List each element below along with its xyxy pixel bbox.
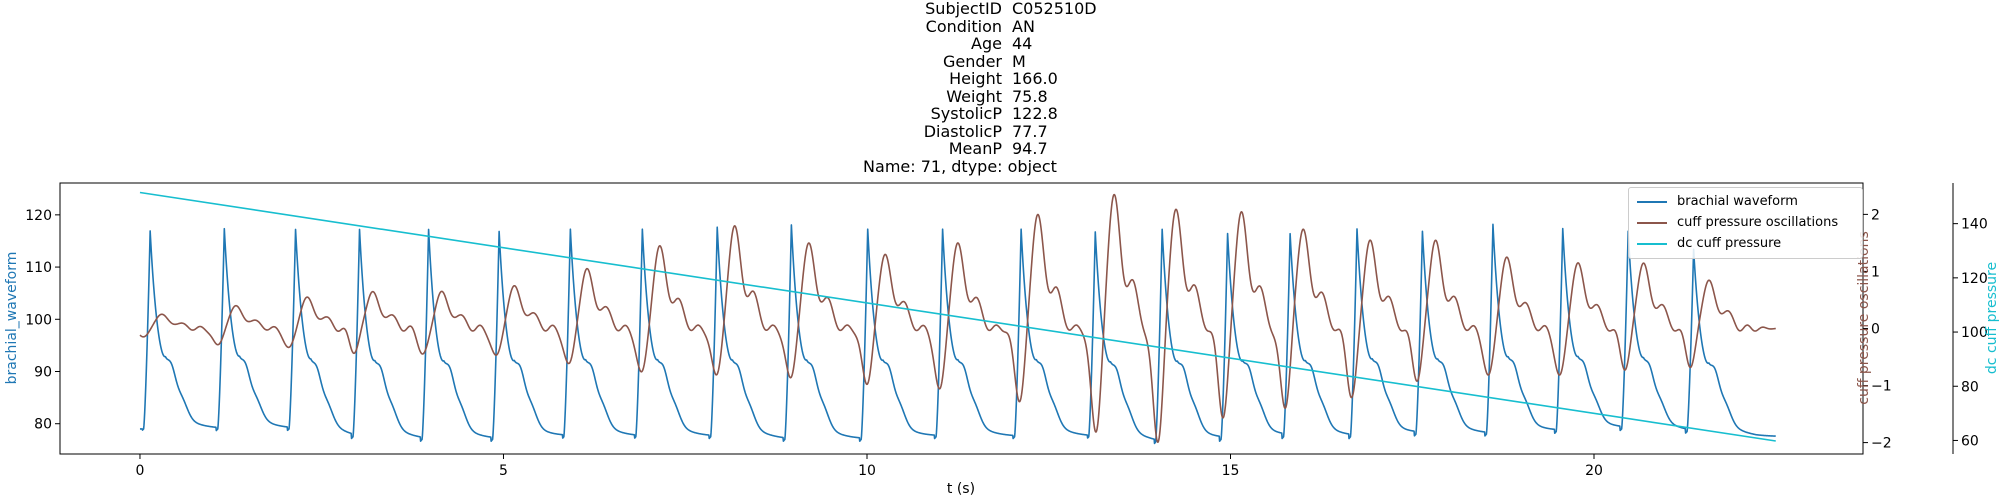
title-row-value: C052510D xyxy=(1012,0,1097,18)
title-row-key: SubjectID xyxy=(925,0,1002,18)
right1-y-tick-label: 2 xyxy=(1871,207,1880,223)
chart-legend: brachial waveform cuff pressure oscillat… xyxy=(1628,187,1863,259)
right2-y-tick-label: 140 xyxy=(1961,217,1988,233)
title-row-key: DiastolicP xyxy=(923,121,1002,141)
title-row-key: Age xyxy=(971,34,1002,53)
title-row: SubjectID C052510D xyxy=(760,0,1160,18)
title-row-value: AN xyxy=(1012,16,1035,36)
title-row-value: 77.7 xyxy=(1012,121,1048,141)
title-footer: Name: 71, dtype: object xyxy=(863,157,1057,176)
x-tick-label: 5 xyxy=(499,463,508,479)
title-row-value: 94.7 xyxy=(1012,139,1048,158)
left-y-tick-label: 100 xyxy=(25,312,52,328)
title-row: Condition AN xyxy=(760,16,1160,36)
axis-ticks: 0 5 10 15 20 80 90 100 110 120 −2 −1 0 1 2 60 80 100 120 14… xyxy=(25,207,1987,479)
title-row-value: 44 xyxy=(1012,34,1033,53)
title-row-value: 166.0 xyxy=(1012,69,1058,88)
right1-y-tick-label: −2 xyxy=(1871,436,1892,452)
title-row: SystolicP 122.8 xyxy=(760,105,1160,123)
title-row-key: Height xyxy=(949,69,1002,88)
plot-lines xyxy=(139,191,1777,445)
legend-label-dc-cuff: dc cuff pressure xyxy=(1677,236,1782,251)
left-y-tick-label: 120 xyxy=(25,208,52,224)
right2-y-tick-label: 80 xyxy=(1961,379,1979,395)
left-y-tick-label: 110 xyxy=(25,260,52,276)
title-row-key: Gender xyxy=(943,51,1002,71)
title-row-key: MeanP xyxy=(948,139,1002,158)
title-row-key: Condition xyxy=(925,16,1002,36)
plot-frame xyxy=(59,182,1864,455)
title-row: Height 166.0 xyxy=(760,70,1160,88)
title-row-key: Weight xyxy=(946,86,1002,106)
right2-y-tick-label: 100 xyxy=(1961,325,1988,341)
left-y-tick-label: 80 xyxy=(34,417,52,433)
right2-axis-label: dc cuff pressure xyxy=(1984,262,2000,374)
right2-y-tick-label: 60 xyxy=(1961,433,1979,449)
title-row: MeanP 94.7 xyxy=(760,140,1160,158)
title-row-value: 122.8 xyxy=(1012,104,1058,123)
left-axis-label: brachial_waveform xyxy=(4,252,20,385)
legend-swatch-brachial xyxy=(1637,201,1667,203)
series-line-dc-cuff-pressure xyxy=(139,191,1776,442)
right1-y-tick-label: 0 xyxy=(1871,321,1880,337)
right2-y-tick-label: 120 xyxy=(1961,271,1988,287)
legend-label-brachial: brachial waveform xyxy=(1677,194,1798,209)
left-y-tick-label: 90 xyxy=(34,364,52,380)
legend-swatch-dc-cuff xyxy=(1637,243,1667,245)
right1-y-tick-label: 1 xyxy=(1871,264,1880,280)
legend-label-cuff-oscillations: cuff pressure oscillations xyxy=(1677,215,1839,230)
chart-title-block: SubjectID C052510D Condition AN Age 44 Gender M… xyxy=(760,0,1160,180)
title-row: Age 44 xyxy=(760,35,1160,53)
title-row: DiastolicP 77.7 xyxy=(760,121,1160,141)
series-line-cuff-oscillations xyxy=(139,193,1777,443)
legend-swatch-cuff-oscillations xyxy=(1637,222,1667,224)
title-row-value: 75.8 xyxy=(1012,86,1048,106)
series-line-brachial-waveform xyxy=(139,223,1777,445)
x-tick-label: 15 xyxy=(1222,463,1240,479)
x-tick-label: 10 xyxy=(858,463,876,479)
title-row-value: M xyxy=(1012,51,1026,71)
x-axis-label: t (s) xyxy=(947,481,975,497)
right1-y-tick-label: −1 xyxy=(1871,379,1892,395)
right1-axis-label: cuff pressure oscillations xyxy=(1856,231,1872,405)
title-row: Weight 75.8 xyxy=(760,86,1160,106)
title-row: Gender M xyxy=(760,51,1160,71)
x-tick-label: 20 xyxy=(1585,463,1603,479)
title-row-key: SystolicP xyxy=(930,104,1002,123)
x-tick-label: 0 xyxy=(136,463,145,479)
